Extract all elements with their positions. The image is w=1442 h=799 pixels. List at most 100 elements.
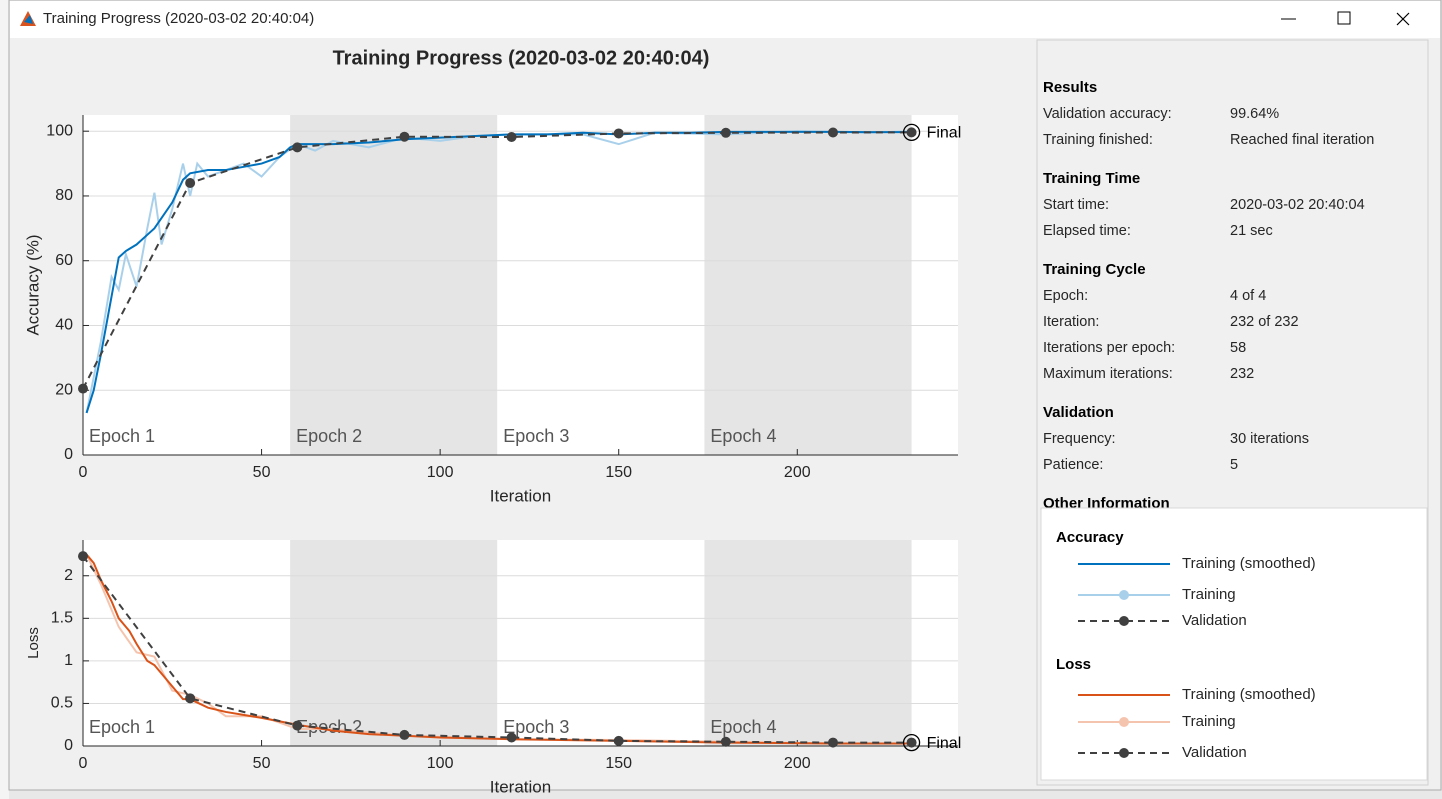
series-marker (506, 732, 517, 743)
section-title: Validation (1043, 404, 1114, 421)
field-label: Start time: (1043, 197, 1109, 213)
series-marker (292, 720, 303, 731)
y-tick-label: 0 (64, 737, 73, 754)
epoch-label: Epoch 4 (710, 426, 776, 446)
series-marker (828, 127, 838, 138)
legend-title: Loss (1056, 656, 1091, 673)
epoch-band (704, 115, 912, 455)
x-tick-label: 0 (79, 755, 88, 772)
y-tick-label: 1 (64, 652, 73, 669)
final-label: Final (927, 735, 962, 752)
field-value: 58 (1230, 340, 1246, 356)
y-axis-label: Loss (25, 627, 42, 659)
series-marker (78, 551, 88, 562)
series-marker (399, 131, 410, 142)
epoch-band (290, 115, 498, 455)
x-tick-label: 100 (427, 755, 454, 772)
title-bar (10, 1, 1440, 38)
field-label: Patience: (1043, 457, 1103, 473)
x-axis-label: Iteration (490, 777, 551, 796)
close-button[interactable] (1396, 12, 1410, 26)
field-label: Iterations per epoch: (1043, 340, 1175, 356)
field-value: 21 sec (1230, 223, 1273, 239)
y-tick-label: 80 (55, 187, 73, 204)
legend-marker (1119, 748, 1129, 758)
series-marker (399, 729, 410, 740)
field-value: 2020-03-02 20:40:04 (1230, 197, 1365, 213)
series-marker (506, 132, 517, 143)
epoch-label: Epoch 4 (710, 717, 776, 737)
field-label: Maximum iterations: (1043, 366, 1173, 382)
y-tick-label: 20 (55, 381, 73, 398)
series-marker (78, 383, 88, 394)
field-label: Frequency: (1043, 431, 1116, 447)
series-marker (185, 693, 196, 704)
field-value: 232 of 232 (1230, 314, 1299, 330)
legend-marker (1119, 590, 1129, 600)
y-tick-label: 0.5 (51, 695, 73, 712)
epoch-label: Epoch 3 (503, 426, 569, 446)
final-marker (902, 123, 921, 142)
series-line (82, 131, 912, 390)
field-label: Training finished: (1043, 132, 1153, 148)
x-tick-label: 150 (605, 755, 632, 772)
y-tick-label: 1.5 (51, 610, 73, 627)
series-marker (613, 128, 624, 139)
field-value: 5 (1230, 457, 1238, 473)
legend-box (1040, 507, 1428, 781)
epoch-label: Epoch 1 (89, 426, 155, 446)
section-title: Training Cycle (1043, 261, 1146, 278)
field-value: 232 (1230, 366, 1254, 382)
field-label: Epoch: (1043, 288, 1088, 304)
x-axis-label: Iteration (490, 486, 551, 505)
legend-label: Training (1182, 713, 1236, 730)
series-marker (906, 737, 917, 748)
field-label: Iteration: (1043, 314, 1099, 330)
y-axis-label: Accuracy (%) (23, 234, 42, 335)
legend-label: Validation (1182, 744, 1247, 761)
epoch-band (497, 540, 705, 746)
x-tick-label: 200 (784, 755, 811, 772)
epoch-band (704, 540, 912, 746)
legend-marker (1119, 717, 1129, 727)
section-title: Other Information (1043, 495, 1170, 512)
x-tick-label: 200 (784, 464, 811, 481)
series-marker (292, 142, 303, 153)
legend-label: Training (smoothed) (1182, 686, 1316, 703)
y-tick-label: 2 (64, 567, 73, 584)
legend-title: Accuracy (1056, 529, 1124, 546)
x-tick-label: 50 (253, 755, 271, 772)
window-title: Training Progress (2020-03-02 20:40:04) (43, 10, 314, 27)
x-tick-label: 100 (427, 464, 454, 481)
series-marker (613, 735, 624, 746)
field-label: Validation accuracy: (1043, 106, 1172, 122)
final-marker (902, 733, 921, 752)
epoch-band (497, 115, 705, 455)
legend-label: Training (1182, 586, 1236, 603)
field-value: 99.64% (1230, 106, 1279, 122)
y-tick-label: 100 (46, 122, 73, 139)
x-tick-label: 0 (79, 464, 88, 481)
epoch-label: Epoch 1 (89, 717, 155, 737)
maximize-button[interactable] (1337, 11, 1351, 25)
epoch-label: Epoch 3 (503, 717, 569, 737)
epoch-band (290, 540, 498, 746)
y-tick-label: 0 (64, 446, 73, 463)
y-tick-label: 40 (55, 317, 73, 334)
epoch-label: Epoch 2 (296, 426, 362, 446)
results-panel: Results Validation accuracy: 99.64% Trainin… (1043, 79, 1374, 512)
legend-label: Validation (1182, 612, 1247, 629)
final-label: Final (927, 125, 962, 142)
background-window (0, 0, 9, 799)
series-line (85, 130, 912, 414)
series-marker (720, 127, 731, 138)
y-tick-label: 60 (55, 252, 73, 269)
series-marker (185, 178, 196, 188)
series-marker (906, 127, 917, 138)
legend-marker (1119, 616, 1129, 626)
section-title: Training Time (1043, 170, 1140, 187)
epoch-band (83, 540, 291, 746)
field-value: Reached final iteration (1230, 132, 1374, 148)
legend-label: Training (smoothed) (1182, 555, 1316, 572)
